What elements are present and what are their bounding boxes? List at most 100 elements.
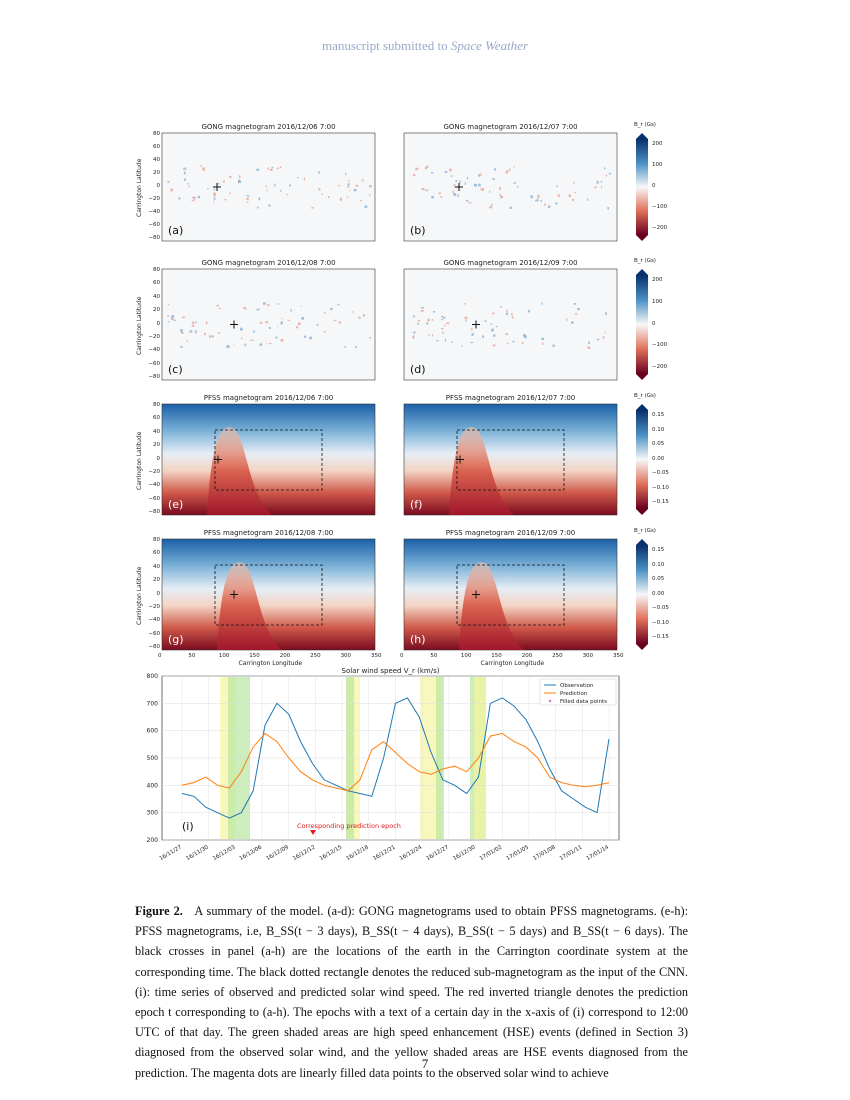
magnetic-speck: [347, 183, 350, 186]
pfss-panel-title: PFSS magnetogram 2016/12/08 7:00: [203, 529, 334, 537]
magnetic-speck: [266, 304, 270, 306]
colorbar: [636, 410, 648, 509]
magnetic-speck: [450, 175, 453, 177]
latitude-tick: 40: [153, 293, 160, 300]
magnetic-speck: [301, 317, 304, 320]
magnetic-speck: [253, 330, 255, 334]
magnetic-speck: [513, 182, 517, 184]
magnetic-speck: [229, 191, 231, 195]
magnetic-speck: [571, 198, 574, 201]
magnetic-speck: [542, 342, 544, 345]
colorbar-title: B_r (Gs): [634, 393, 656, 399]
magnetic-speck: [355, 184, 359, 187]
magnetic-speck: [304, 335, 307, 338]
latitude-tick: 80: [153, 537, 160, 543]
colorbar-tick: 0: [652, 183, 656, 189]
magnetic-speck: [229, 175, 232, 179]
colorbar-tick: 0.10: [652, 426, 665, 433]
colorbar-tick: 0.10: [652, 561, 665, 568]
latitude-tick: 40: [153, 428, 160, 435]
colorbar-tick: −0.15: [652, 634, 669, 640]
magnetic-speck: [417, 320, 420, 322]
x-tick-label: 16/11/27: [159, 844, 184, 862]
longitude-tick: 250: [310, 653, 321, 659]
magnetic-speck: [505, 171, 508, 174]
longitude-tick: 50: [188, 653, 196, 659]
magnetic-speck: [173, 319, 177, 321]
magnetic-speck: [207, 188, 209, 190]
magnetic-speck: [191, 199, 195, 202]
panel-label: (c): [168, 363, 183, 376]
magnetic-speck: [167, 315, 169, 317]
magnetic-speck: [451, 341, 453, 343]
longitude-tick: 50: [430, 653, 438, 659]
figure-caption: Figure 2. A summary of the model. (a-d):…: [135, 901, 688, 1083]
magnetic-speck: [540, 200, 542, 203]
colorbar-min-arrow: [636, 374, 648, 380]
colorbar-title: B_r (Gs): [634, 528, 656, 534]
magnetic-speck: [256, 308, 260, 311]
magnetic-speck: [453, 184, 456, 187]
magnetic-speck: [481, 188, 485, 191]
magnetic-speck: [512, 316, 514, 319]
magnetic-speck: [440, 196, 442, 199]
magnetic-speck: [482, 335, 484, 338]
magnetic-speck: [338, 321, 341, 324]
magnetic-speck: [296, 326, 299, 329]
earth-cross: [456, 455, 464, 464]
magnetic-speck: [461, 345, 463, 347]
magnetic-speck: [505, 170, 509, 172]
y-tick-label: 400: [147, 782, 159, 789]
caption-lead: Figure 2.: [135, 904, 183, 918]
magnetic-speck: [188, 186, 191, 188]
magnetic-speck: [224, 199, 227, 201]
x-tick-label: 17/01/05: [506, 844, 531, 862]
latitude-tick: −80: [148, 644, 160, 650]
magnetic-speck: [491, 203, 493, 206]
magnetic-speck: [361, 179, 364, 182]
latitude-tick: −20: [148, 603, 160, 610]
latitude-tick: −80: [148, 509, 160, 515]
magnetic-speck: [348, 180, 350, 182]
legend-label: Observation: [560, 683, 594, 689]
x-tick-label: 16/12/06: [239, 844, 264, 862]
caption-text: A summary of the model. (a-d): GONG magn…: [135, 904, 689, 1080]
magnetic-speck: [297, 176, 299, 179]
pfss-panel-title: PFSS magnetogram 2016/12/09 7:00: [445, 529, 576, 537]
magnetic-speck: [465, 199, 469, 202]
magnetic-speck: [441, 315, 443, 318]
magnetic-speck: [268, 204, 271, 207]
earth-cross: [230, 320, 238, 329]
magnetic-speck: [421, 307, 425, 309]
magnetic-speck: [470, 328, 473, 331]
colorbar-tick: 0.00: [652, 455, 665, 462]
magnetic-speck: [233, 344, 235, 346]
magnetic-speck: [457, 194, 459, 197]
magnetic-speck: [192, 196, 195, 198]
magnetic-speck: [604, 167, 606, 170]
x-tick-label: 16/12/12: [292, 845, 316, 863]
legend-label: Prediction: [560, 691, 588, 697]
latitude-tick: −60: [148, 630, 160, 637]
pfss-bulge: [449, 427, 514, 515]
latitude-tick: 60: [153, 280, 160, 287]
magnetic-speck: [549, 205, 551, 207]
pfss-panel-title: PFSS magnetogram 2016/12/07 7:00: [445, 394, 576, 402]
magnetic-speck: [189, 330, 193, 333]
magnetic-speck: [167, 321, 170, 323]
latitude-tick: 60: [153, 144, 160, 150]
pfss-map: [161, 403, 376, 516]
magnetic-speck: [573, 181, 575, 185]
colorbar-title: B_r (Gs): [634, 122, 656, 128]
magnetic-speck: [492, 312, 495, 315]
magnetic-speck: [431, 334, 434, 337]
magnetic-speck: [566, 318, 568, 322]
magnetic-speck: [521, 341, 524, 344]
colorbar: [636, 275, 648, 374]
magnetic-speck: [442, 316, 446, 319]
magnetic-speck: [280, 189, 282, 192]
colorbar-tick: 0: [652, 320, 656, 327]
series-line-observation: [181, 697, 610, 819]
colorbar-tick: 0.15: [652, 412, 665, 418]
magnetic-speck: [182, 316, 185, 319]
